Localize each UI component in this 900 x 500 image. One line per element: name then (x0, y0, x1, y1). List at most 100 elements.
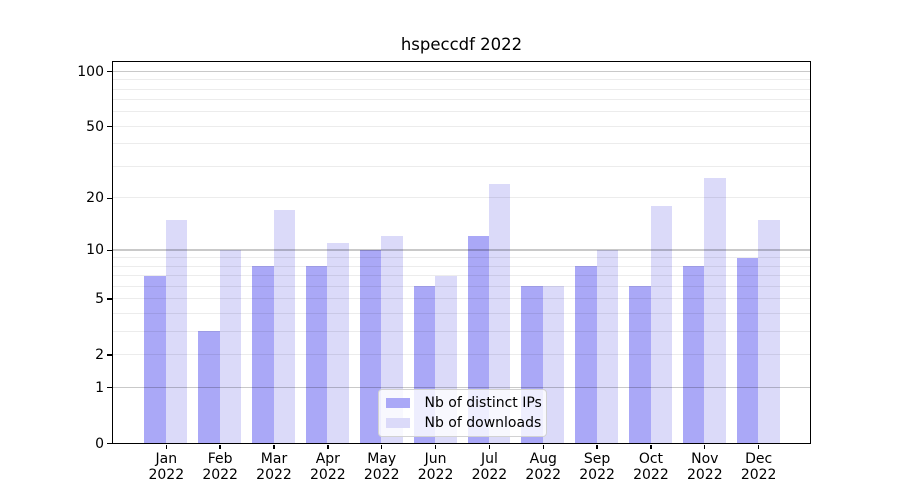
x-tick-label-jan: Jan 2022 (134, 451, 198, 483)
x-tick-label-apr: Apr 2022 (296, 451, 360, 483)
bar-distinct-ips-apr (306, 266, 328, 444)
chart-title: hspeccdf 2022 (400, 35, 523, 54)
x-tick-mark (757, 444, 760, 450)
x-tick-label-sep: Sep 2022 (565, 451, 629, 483)
x-tick-mark (381, 444, 383, 450)
legend-swatch-distinct-ips (386, 397, 410, 409)
major-gridline (112, 70, 810, 73)
y-tick-mark (106, 249, 112, 252)
bar-downloads-nov (704, 177, 726, 444)
x-tick-label-aug: Aug 2022 (511, 451, 575, 483)
x-tick-month: Dec (745, 451, 773, 467)
x-tick-year: 2022 (148, 466, 185, 483)
bar-downloads-mar (273, 210, 295, 444)
x-tick-month: Apr (315, 451, 340, 467)
grid-layer (112, 62, 810, 444)
x-tick-label-oct: Oct 2022 (619, 451, 683, 483)
minor-gridline (112, 285, 810, 287)
x-tick-year: 2022 (471, 466, 508, 483)
minor-gridline (112, 88, 810, 90)
minor-gridline (112, 125, 810, 127)
minor-gridline (112, 197, 810, 199)
bar-downloads-apr (327, 242, 349, 444)
x-tick-year: 2022 (363, 466, 400, 483)
y-tick-mark (106, 71, 112, 73)
legend: Nb of distinct IPs Nb of downloads (378, 389, 547, 437)
y-tick-label: 0 (95, 435, 104, 452)
x-tick-label-may: May 2022 (350, 451, 414, 483)
x-tick-mark (542, 444, 544, 450)
x-tick-month: Jun (424, 451, 447, 467)
minor-gridline (112, 330, 810, 332)
minor-gridline (112, 165, 810, 167)
x-tick-year: 2022 (202, 466, 238, 483)
x-tick-mark (165, 444, 167, 450)
y-tick-label: 10 (86, 242, 104, 259)
x-tick-month: Sep (583, 451, 611, 467)
minor-gridline (112, 143, 810, 145)
legend-swatch-downloads (386, 417, 410, 429)
legend-entry-downloads: Nb of downloads (386, 415, 541, 432)
y-tick-mark (106, 126, 112, 128)
bar-downloads-sep (596, 249, 619, 444)
minor-gridline (112, 312, 810, 314)
bar-distinct-ips-mar (252, 266, 274, 444)
x-tick-label-dec: Dec 2022 (727, 451, 791, 483)
minor-gridline (112, 298, 810, 300)
minor-gridline (112, 111, 810, 113)
x-tick-mark (704, 444, 706, 450)
y-tick-label: 1 (95, 379, 104, 396)
x-tick-month: Mar (260, 451, 288, 467)
y-tick-mark (106, 386, 112, 389)
minor-gridline (112, 265, 810, 267)
x-tick-mark (650, 444, 652, 450)
y-tick-label: 100 (77, 63, 104, 80)
minor-gridline (112, 275, 810, 277)
bar-distinct-ips-feb (198, 331, 220, 444)
x-tick-year: 2022 (525, 466, 562, 483)
y-tick-label: 50 (86, 118, 104, 135)
x-tick-month: May (367, 451, 397, 467)
bar-downloads-jan (165, 219, 188, 444)
bar-downloads-oct (650, 205, 672, 444)
minor-gridline (112, 354, 810, 356)
y-tick-mark (106, 442, 112, 445)
x-tick-month: Jul (480, 451, 498, 467)
x-tick-month: Feb (207, 451, 233, 467)
bar-distinct-ips-may (359, 249, 382, 444)
x-tick-label-jun: Jun 2022 (404, 451, 468, 483)
bar-downloads-aug (542, 286, 565, 444)
y-tick-label: 2 (95, 347, 104, 363)
bar-distinct-ips-nov (682, 266, 705, 444)
minor-gridline (112, 257, 810, 259)
y-tick-mark (106, 298, 112, 300)
x-tick-mark (327, 444, 329, 450)
x-tick-year: 2022 (310, 466, 346, 483)
x-tick-month: Oct (638, 451, 664, 467)
x-tick-mark (488, 444, 491, 450)
x-tick-year: 2022 (740, 466, 777, 483)
major-gridline (112, 249, 810, 251)
y-tick-mark (106, 197, 112, 199)
x-tick-label-mar: Mar 2022 (242, 451, 306, 483)
x-tick-year: 2022 (579, 466, 615, 483)
major-gridline (112, 386, 810, 388)
minor-gridline (112, 99, 810, 101)
x-tick-month: Jan (155, 451, 178, 467)
x-tick-year: 2022 (686, 466, 723, 483)
plot-area (111, 60, 811, 445)
bar-downloads-jul (488, 183, 511, 444)
x-tick-year: 2022 (256, 466, 292, 483)
bar-distinct-ips-sep (575, 266, 597, 444)
x-tick-label-nov: Nov 2022 (673, 451, 737, 483)
legend-label: Nb of downloads (424, 415, 542, 431)
legend-label: Nb of distinct IPs (424, 395, 542, 411)
x-tick-label-jul: Jul 2022 (457, 451, 521, 483)
x-tick-month: Aug (529, 451, 557, 467)
y-tick-mark (106, 354, 112, 356)
y-tick-label: 5 (95, 291, 104, 308)
y-tick-label: 20 (86, 190, 104, 207)
bar-distinct-ips-oct (629, 286, 651, 444)
x-tick-mark (219, 444, 221, 450)
